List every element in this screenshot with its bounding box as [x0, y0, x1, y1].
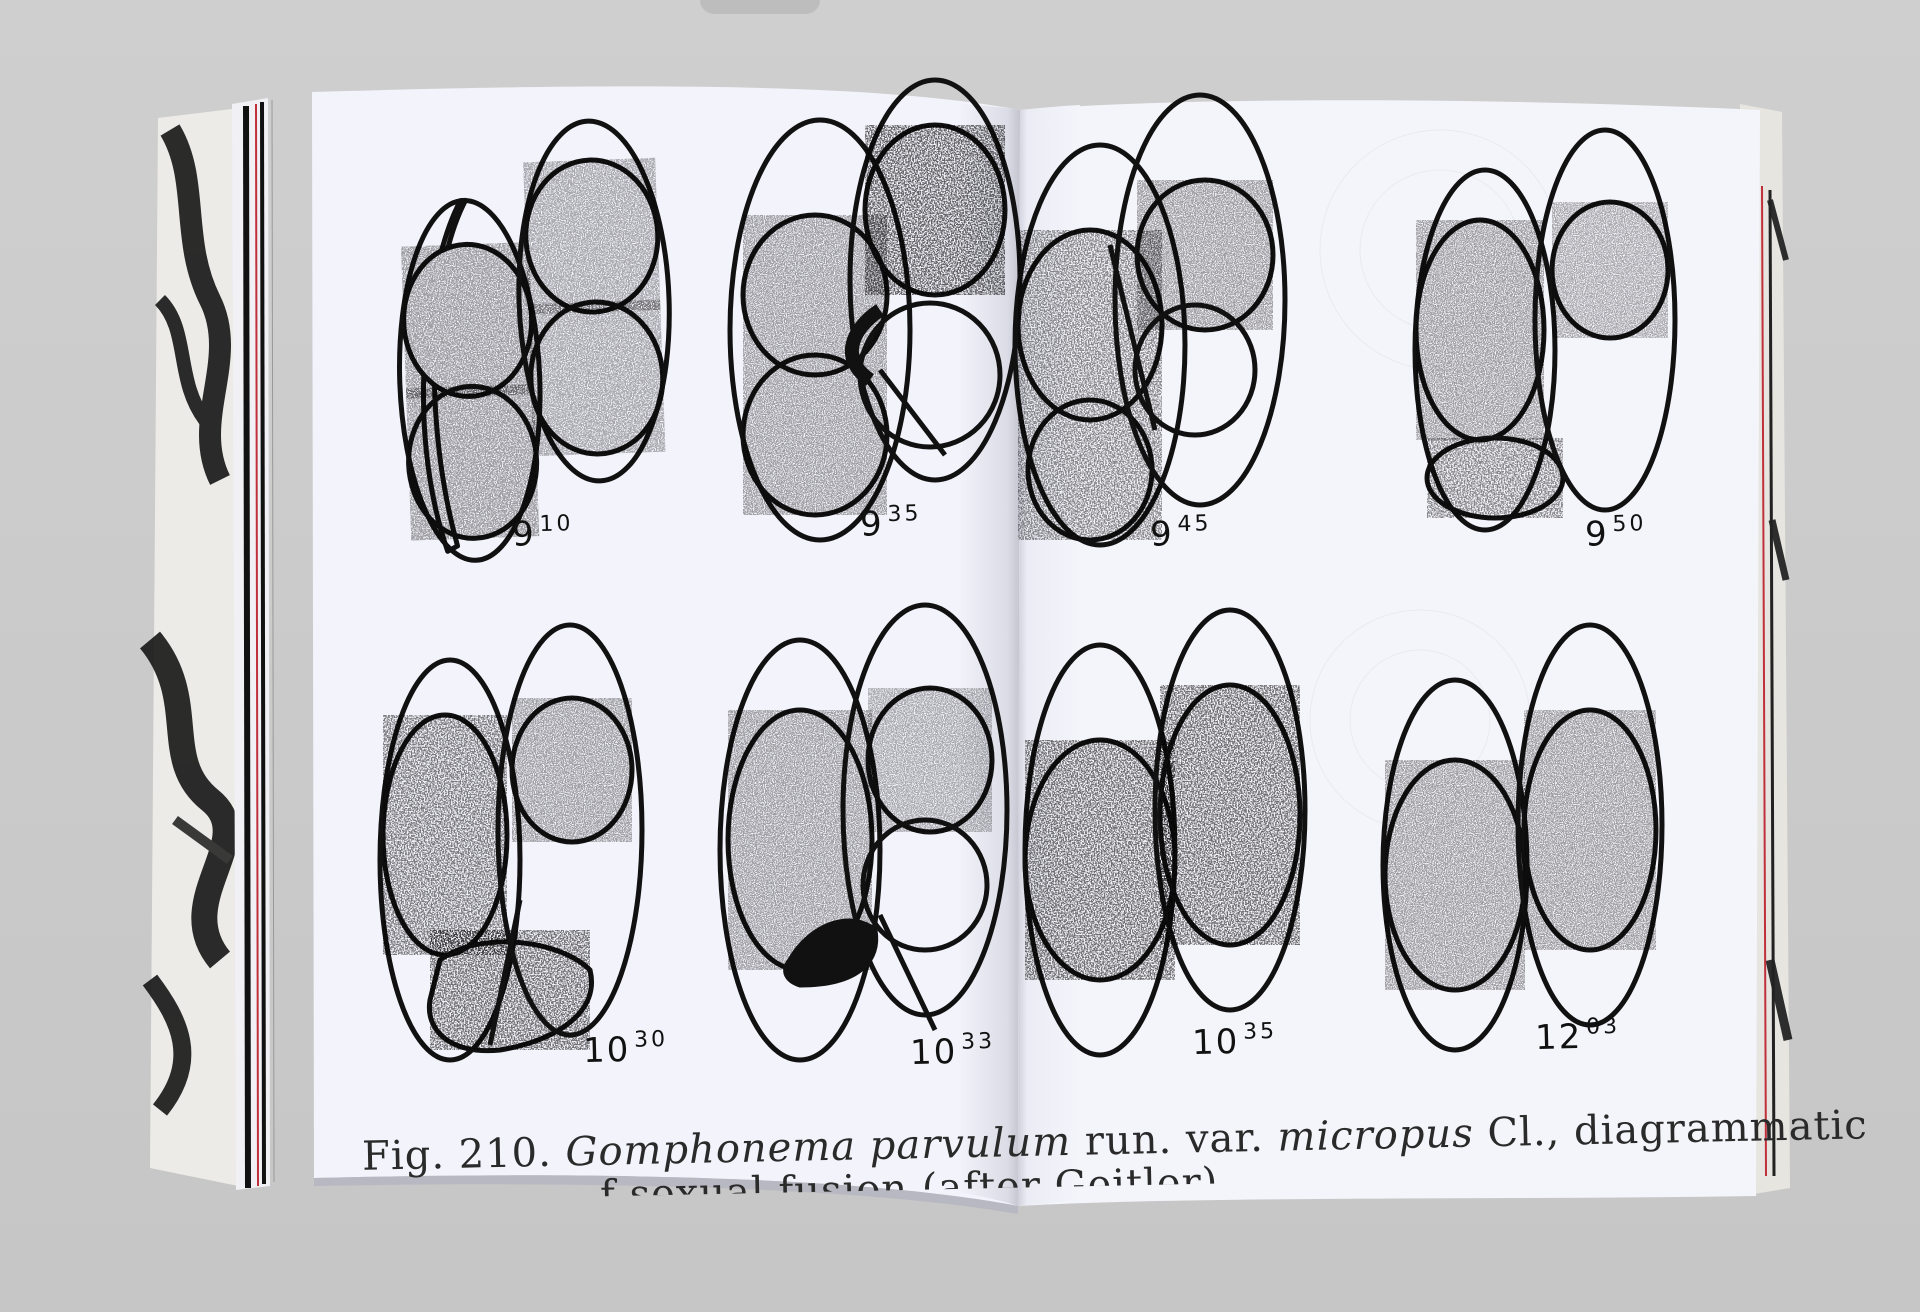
diatom-pair-4 — [1412, 127, 1678, 533]
page-stack-left — [232, 98, 275, 1190]
background-object — [700, 0, 820, 14]
diatom-pair-1 — [397, 118, 672, 563]
diatom-drawings — [377, 77, 1678, 1063]
diatom-pair-5 — [377, 622, 645, 1063]
figure-label-7: 10 35 — [1191, 1018, 1278, 1064]
right-page-edge — [1761, 185, 1776, 1177]
cover-brushstrokes — [139, 124, 239, 1116]
page-bottom-shadow — [314, 1175, 1018, 1214]
figure-label-1: 9 10 — [511, 511, 574, 555]
caption-variety: micropus — [1277, 1110, 1475, 1161]
diatom-pair-7 — [1022, 607, 1308, 1058]
caption-continuation: run. var. — [1084, 1114, 1265, 1165]
diatom-pair-3 — [1012, 92, 1288, 548]
diatom-pair-6 — [717, 602, 1010, 1063]
caption-prefix: Fig. 210. — [361, 1129, 553, 1180]
diatom-pair-8 — [1380, 622, 1665, 1053]
figure-label-3: 9 45 — [1149, 511, 1212, 555]
figure-label-5: 10 30 — [582, 1026, 669, 1072]
figure-label-6: 10 33 — [909, 1028, 996, 1074]
diatom-pair-2 — [727, 77, 1023, 543]
caption-author: Cl., diagrammatic — [1486, 1102, 1869, 1157]
gutter-shadow-left — [958, 104, 1020, 1206]
figure-label-4: 9 50 — [1584, 511, 1647, 555]
figure-label-2: 9 35 — [859, 501, 922, 545]
figure-label-8: 12 03 — [1534, 1013, 1621, 1059]
